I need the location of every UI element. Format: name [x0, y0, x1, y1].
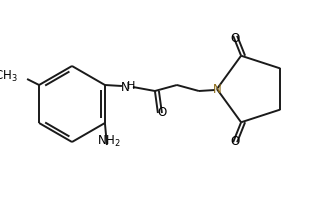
Text: N: N [213, 83, 221, 96]
Text: O: O [157, 105, 167, 118]
Text: O: O [230, 135, 240, 147]
Text: N: N [121, 81, 129, 94]
Text: H: H [127, 81, 135, 90]
Text: NH$_2$: NH$_2$ [97, 133, 121, 148]
Text: O: O [230, 32, 240, 44]
Text: CH$_3$: CH$_3$ [0, 68, 18, 83]
